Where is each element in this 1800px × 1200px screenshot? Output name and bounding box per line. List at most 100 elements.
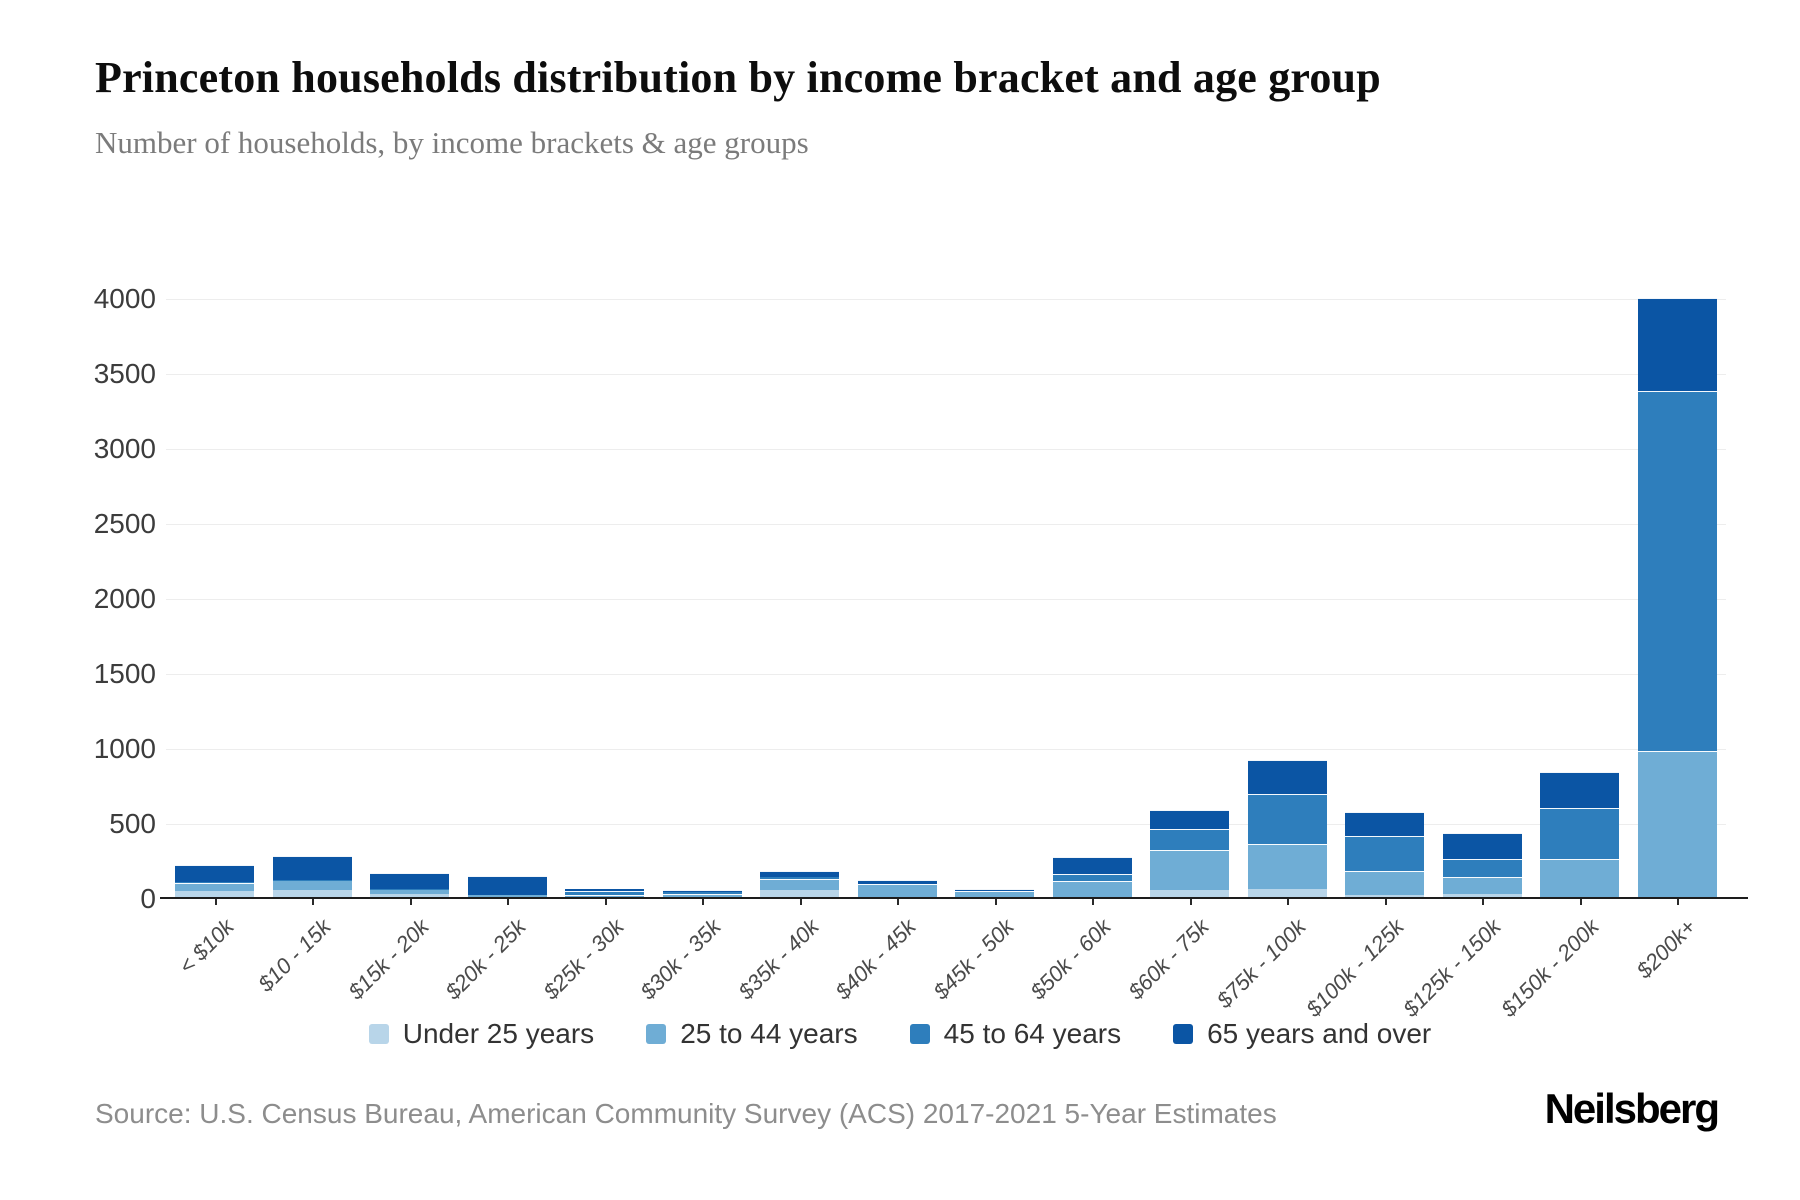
bar-segment [857,884,937,899]
bar-segment [662,890,742,893]
chart-subtitle: Number of households, by income brackets… [95,125,809,160]
gridline [166,599,1726,600]
chart-title: Princeton households distribution by inc… [95,53,1381,102]
source-note: Source: U.S. Census Bureau, American Com… [95,1098,1277,1129]
x-axis-tick [1579,899,1582,905]
neilsberg-logo: Neilsberg [1544,1085,1720,1132]
legend: Under 25 years 25 to 44 years 45 to 64 yea… [0,1018,1800,1050]
legend-item: 25 to 44 years [646,1018,858,1050]
x-tick-label: $150k - 200k [1495,914,1604,1022]
legend-item: 65 years and over [1173,1018,1431,1050]
x-tick-label: $40k - 45k [830,914,921,1005]
x-tick-label: < $10k [173,914,239,979]
legend-label: 65 years and over [1207,1018,1432,1049]
bar-segment [1345,870,1425,895]
bar-segment [955,888,1035,891]
bar-segment [175,883,255,891]
bar-segment [467,875,547,896]
x-axis-tick [1189,899,1192,905]
x-axis-tick [1677,899,1680,905]
x-tick-label: $30k - 35k [635,914,726,1005]
bar-segment [1442,833,1522,859]
x-axis-tick [1092,899,1095,905]
x-axis-tick [1384,899,1387,905]
x-axis-tick [507,899,510,905]
x-tick-label: $75k - 100k [1211,914,1311,1013]
bar-segment [1150,809,1230,830]
bar-segment [1442,858,1522,877]
bar-segment [1247,759,1327,794]
x-tick-label: $15k - 20k [343,914,434,1005]
bar-segment [1540,859,1620,898]
x-tick-label: $45k - 50k [928,914,1019,1005]
y-tick-label: 1500 [93,658,156,689]
legend-swatch-icon [368,1024,389,1044]
bar-segment [565,889,645,891]
bar-segment [760,890,840,899]
legend-swatch-icon [909,1024,930,1044]
bar-segment [1150,890,1230,899]
bar-segment [370,889,450,894]
bar-segment [1540,808,1620,860]
y-tick-label: 4000 [93,283,156,314]
bar-segment [1247,794,1327,844]
y-tick-label: 3000 [93,433,156,464]
x-tick-label: $35k - 40k [733,914,824,1005]
bar-segment [955,890,1035,899]
bar-segment [370,872,450,889]
y-tick-label: 2500 [93,508,156,539]
legend-swatch-icon [646,1024,667,1044]
bar-segment [1345,812,1425,836]
x-tick-label: $25k - 30k [538,914,629,1005]
gridline [166,374,1726,375]
legend-item: 45 to 64 years [909,1018,1121,1050]
bar-segment [1345,836,1425,871]
bar-segment [1637,750,1717,899]
bar-segment [1247,843,1327,889]
bar-segment [175,890,255,899]
bar-segment [272,890,352,899]
y-tick-label: 1000 [93,733,156,764]
x-tick-label: $200k+ [1631,914,1701,984]
bar-segment [760,877,840,879]
bar-segment [175,881,255,884]
x-axis-tick [897,899,900,905]
bar-segment [1637,390,1717,751]
x-tick-label: $60k - 75k [1123,914,1214,1005]
bar-segment [1052,857,1132,875]
gridline [166,749,1726,750]
bar-segment [1442,893,1522,899]
x-tick-label: $20k - 25k [440,914,531,1005]
bar-segment [272,879,352,881]
bar-segment [272,855,352,880]
bar-segment [1345,894,1425,899]
bar-segment [1637,297,1717,391]
x-axis-tick [409,899,412,905]
bar-segment [175,864,255,882]
bar-segment [760,878,840,890]
x-axis-tick [1287,899,1290,905]
bar-segment [662,893,742,897]
x-axis-tick [1482,899,1485,905]
y-tick-label: 500 [109,808,156,839]
legend-item: Under 25 years [368,1018,594,1050]
bar-segment [1247,888,1327,899]
y-tick-label: 3500 [93,358,156,389]
bar-segment [370,893,450,899]
gridline [166,524,1726,525]
y-tick-label: 0 [140,883,156,914]
y-tick-label: 2000 [93,583,156,614]
x-axis-line [160,897,1748,899]
x-tick-label: $100k - 125k [1300,914,1409,1022]
bar-segment [565,895,645,898]
x-tick-label: $50k - 60k [1025,914,1116,1005]
bar-segment [760,870,840,878]
y-axis-labels: 0 500 1000 1500 2000 2500 3000 3500 4000 [8,284,156,914]
x-axis-tick [214,899,217,905]
gridline [166,674,1726,675]
bar-segment [370,888,450,890]
bar-segment [1052,874,1132,881]
bar-segment [1540,772,1620,809]
bar-segment [272,880,352,890]
